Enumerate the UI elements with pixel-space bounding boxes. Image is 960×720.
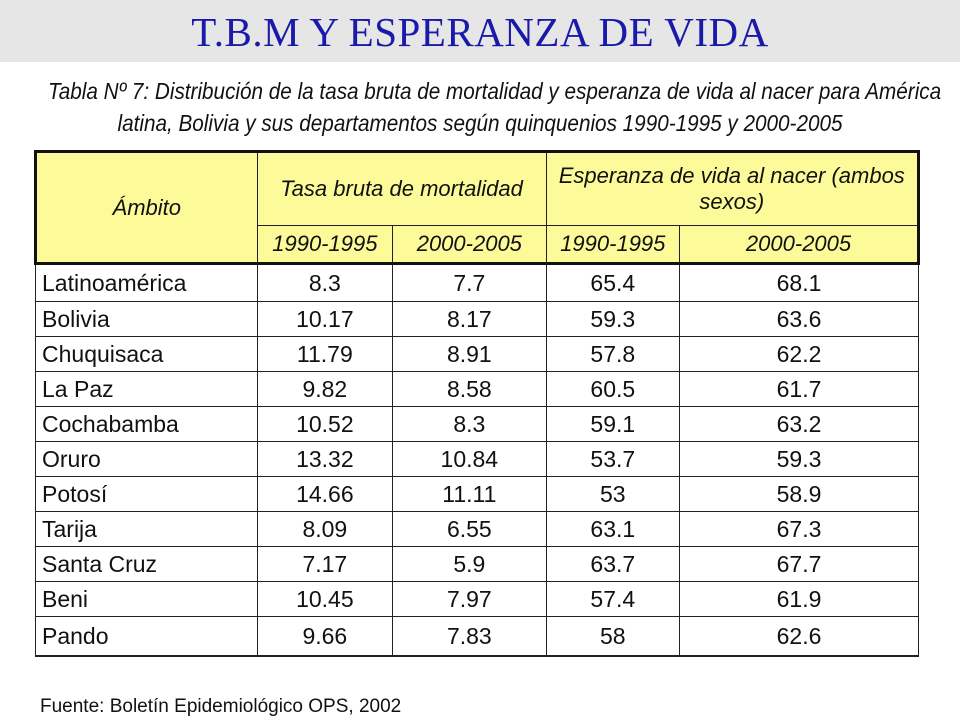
cell-value-tbm-1990: 8.3 [256,263,394,302]
cell-value-ev-2000: 67.7 [679,546,919,582]
cell-ambito: Tarija [35,511,258,547]
table-row: Pando 9.66 7.83 58 62.6 [35,616,919,657]
cell-value-tbm-2000: 8.91 [392,336,547,372]
table-row: Cochabamba 10.52 8.3 59.1 63.2 [35,406,919,442]
table-caption-line-1: Tabla Nº 7: Distribución de la tasa brut… [48,78,942,104]
cell-value-tbm-2000: 6.55 [392,511,547,547]
cell-value-tbm-1990: 13.32 [256,441,394,477]
cell-value-ev-2000: 62.2 [679,336,919,372]
cell-value-ev-2000: 61.7 [679,371,919,407]
table-row: Santa Cruz 7.17 5.9 63.7 67.7 [35,546,919,582]
cell-value-tbm-1990: 14.66 [256,476,394,512]
cell-value-ev-2000: 61.9 [679,581,919,617]
cell-value-ev-2000: 68.1 [679,263,919,302]
cell-value-ev-1990: 57.8 [545,336,681,372]
table-row: Bolivia 10.17 8.17 59.3 63.6 [35,301,919,337]
header-ambito: Ámbito [34,150,258,265]
table-row: La Paz 9.82 8.58 60.5 61.7 [35,371,919,407]
cell-value-tbm-2000: 7.7 [392,263,547,302]
cell-ambito: Oruro [35,441,258,477]
cell-value-tbm-1990: 9.82 [256,371,394,407]
cell-ambito: Bolivia [35,301,258,337]
title-band [0,0,960,62]
table-body: Latinoamérica 8.3 7.7 65.4 68.1 Bolivia 10.17 8… [35,263,919,657]
cell-value-ev-2000: 58.9 [679,476,919,512]
cell-value-tbm-2000: 8.17 [392,301,547,337]
cell-value-ev-1990: 53 [545,476,681,512]
cell-value-ev-1990: 59.1 [545,406,681,442]
cell-value-ev-1990: 58 [545,616,681,657]
mortality-life-expectancy-table: Ámbito Tasa bruta de mortalidad Esperanz… [34,150,921,657]
cell-value-ev-1990: 63.1 [545,511,681,547]
cell-value-tbm-1990: 8.09 [256,511,394,547]
header-tasa-bruta-mortalidad: Tasa bruta de mortalidad [256,150,547,226]
cell-ambito: Cochabamba [35,406,258,442]
cell-value-ev-1990: 60.5 [545,371,681,407]
cell-value-tbm-2000: 7.97 [392,581,547,617]
cell-value-ev-1990: 53.7 [545,441,681,477]
cell-value-ev-2000: 59.3 [679,441,919,477]
cell-value-tbm-1990: 9.66 [256,616,394,657]
cell-value-ev-1990: 63.7 [545,546,681,582]
cell-value-ev-2000: 62.6 [679,616,919,657]
cell-value-ev-1990: 65.4 [545,263,681,302]
table-row: Oruro 13.32 10.84 53.7 59.3 [35,441,919,477]
cell-ambito: Santa Cruz [35,546,258,582]
cell-ambito: Chuquisaca [35,336,258,372]
cell-value-tbm-1990: 7.17 [256,546,394,582]
cell-value-tbm-2000: 7.83 [392,616,547,657]
header-period: 2000-2005 [679,225,920,265]
cell-value-ev-2000: 67.3 [679,511,919,547]
header-period: 2000-2005 [392,225,547,265]
cell-value-tbm-2000: 8.3 [392,406,547,442]
cell-value-ev-1990: 57.4 [545,581,681,617]
cell-value-tbm-2000: 8.58 [392,371,547,407]
table-row: Latinoamérica 8.3 7.7 65.4 68.1 [35,263,919,302]
cell-value-tbm-1990: 11.79 [256,336,394,372]
cell-value-tbm-1990: 10.52 [256,406,394,442]
cell-ambito: La Paz [35,371,258,407]
table-row: Beni 10.45 7.97 57.4 61.9 [35,581,919,617]
cell-value-ev-2000: 63.6 [679,301,919,337]
table-caption-line-2: latina, Bolivia y sus departamentos segú… [117,110,843,136]
cell-value-tbm-2000: 5.9 [392,546,547,582]
cell-value-tbm-1990: 10.17 [256,301,394,337]
cell-value-tbm-2000: 10.84 [392,441,547,477]
source-note: Fuente: Boletín Epidemiológico OPS, 2002 [40,696,402,717]
cell-value-tbm-1990: 10.45 [256,581,394,617]
header-period: 1990-1995 [545,225,681,265]
cell-value-tbm-2000: 11.11 [392,476,547,512]
table-row: Chuquisaca 11.79 8.91 57.8 62.2 [35,336,919,372]
cell-ambito: Potosí [35,476,258,512]
cell-value-ev-1990: 59.3 [545,301,681,337]
slide-title: T.B.M Y ESPERANZA DE VIDA [191,9,769,55]
table-row: Potosí 14.66 11.11 53 58.9 [35,476,919,512]
cell-ambito: Pando [35,616,258,657]
cell-value-ev-2000: 63.2 [679,406,919,442]
header-esperanza-vida: Esperanza de vida al nacer (ambos sexos) [545,150,921,226]
header-period: 1990-1995 [256,225,394,265]
cell-ambito: Beni [35,581,258,617]
cell-ambito: Latinoamérica [35,263,258,302]
table-row: Tarija 8.09 6.55 63.1 67.3 [35,511,919,547]
